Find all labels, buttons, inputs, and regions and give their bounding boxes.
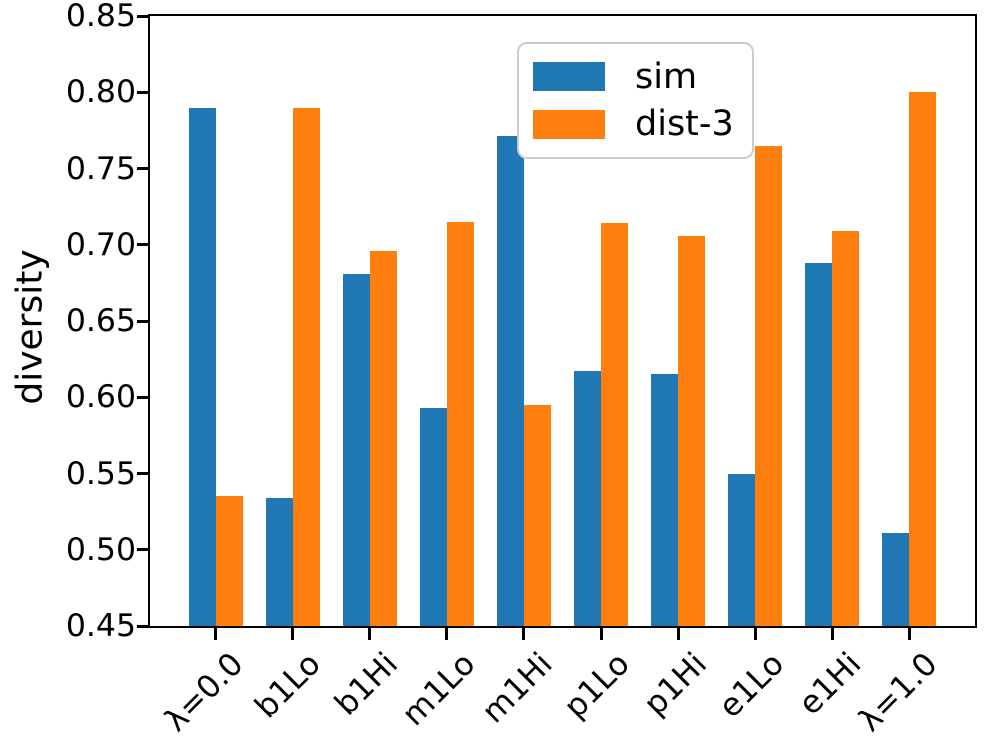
y-tick-mark-0.80 <box>137 90 148 94</box>
y-tick-label-0.70: 0.70 <box>65 226 136 263</box>
y-tick-mark-0.55 <box>137 472 148 475</box>
bar-dist-3-λ=0.0 <box>215 496 243 626</box>
bar-dist-3-b1Hi <box>369 250 397 626</box>
x-tick-label-λ=0.0: λ=0.0 <box>158 646 252 739</box>
y-tick-label-0.60: 0.60 <box>65 379 136 416</box>
legend-label-dist-3: dist-3 <box>635 103 734 144</box>
y-tick-mark-0.45 <box>137 624 148 628</box>
y-tick-mark-0.60 <box>137 395 148 399</box>
x-tick-mark-e1Lo <box>753 628 757 640</box>
bar-dist-3-λ=1.0 <box>909 92 937 626</box>
bar-dist-3-p1Lo <box>601 223 629 626</box>
y-tick-label-0.50: 0.50 <box>65 531 136 568</box>
x-tick-mark-p1Lo <box>599 628 603 640</box>
x-tick-mark-λ=1.0 <box>907 628 911 640</box>
x-tick-mark-p1Hi <box>676 628 680 640</box>
x-tick-label-e1Lo: e1Lo <box>711 646 791 725</box>
x-tick-label-b1Hi: b1Hi <box>328 646 406 723</box>
legend-label-sim: sim <box>635 56 698 97</box>
y-tick-label-0.55: 0.55 <box>65 455 136 492</box>
y-tick-label-0.65: 0.65 <box>65 303 136 339</box>
bar-sim-m1Hi <box>496 136 524 626</box>
x-tick-mark-m1Lo <box>445 628 449 640</box>
y-tick-mark-0.75 <box>137 167 148 170</box>
x-tick-mark-e1Hi <box>830 628 834 640</box>
bar-dist-3-m1Hi <box>523 404 551 626</box>
x-tick-mark-m1Hi <box>522 628 526 640</box>
x-tick-label-b1Lo: b1Lo <box>248 646 329 726</box>
y-tick-label-0.80: 0.80 <box>65 74 136 111</box>
bar-sim-p1Lo <box>574 371 602 626</box>
bar-sim-p1Hi <box>651 374 679 626</box>
bar-dist-3-p1Hi <box>678 235 706 626</box>
bar-sim-b1Lo <box>265 497 293 626</box>
y-tick-label-0.75: 0.75 <box>65 150 136 187</box>
x-tick-label-m1Hi: m1Hi <box>475 646 560 731</box>
bar-sim-b1Hi <box>342 273 370 626</box>
x-tick-label-m1Lo: m1Lo <box>395 646 483 733</box>
y-tick-mark-0.65 <box>137 319 148 323</box>
legend-swatch-dist-3 <box>533 109 605 139</box>
y-axis-label: diversity <box>9 249 51 405</box>
legend-row-sim: sim <box>533 56 738 97</box>
bar-sim-λ=0.0 <box>188 107 216 626</box>
x-tick-label-p1Hi: p1Hi <box>636 646 714 723</box>
bar-sim-e1Lo <box>728 473 756 626</box>
x-tick-mark-b1Hi <box>368 628 372 640</box>
y-tick-label-0.45: 0.45 <box>65 608 136 644</box>
bar-dist-3-e1Hi <box>832 231 860 626</box>
y-tick-mark-0.70 <box>137 243 148 247</box>
bar-dist-3-e1Lo <box>755 145 783 626</box>
x-tick-label-p1Lo: p1Lo <box>557 646 637 726</box>
y-tick-mark-0.50 <box>137 548 148 552</box>
legend-row-dist-3: dist-3 <box>533 103 738 144</box>
bar-sim-e1Hi <box>805 263 833 626</box>
x-tick-mark-b1Lo <box>291 628 295 640</box>
bar-dist-3-b1Lo <box>292 107 320 626</box>
bar-sim-λ=1.0 <box>882 532 910 626</box>
bar-sim-m1Lo <box>419 407 447 626</box>
y-tick-mark-0.85 <box>137 14 148 18</box>
x-tick-label-λ=1.0: λ=1.0 <box>852 646 945 739</box>
legend: sim dist-3 <box>517 42 754 159</box>
x-tick-mark-λ=0.0 <box>214 628 218 640</box>
y-tick-label-0.85: 0.85 <box>65 0 136 34</box>
legend-swatch-sim <box>533 62 605 92</box>
bar-dist-3-m1Lo <box>446 221 474 626</box>
